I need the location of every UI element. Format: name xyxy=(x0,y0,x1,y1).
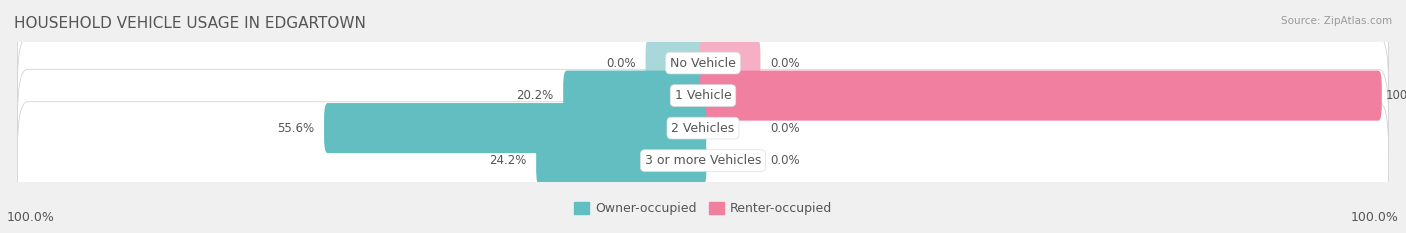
Text: 55.6%: 55.6% xyxy=(277,122,314,135)
Text: Source: ZipAtlas.com: Source: ZipAtlas.com xyxy=(1281,16,1392,26)
Text: 100.0%: 100.0% xyxy=(1385,89,1406,102)
FancyBboxPatch shape xyxy=(17,37,1389,154)
Text: 0.0%: 0.0% xyxy=(770,57,800,70)
FancyBboxPatch shape xyxy=(536,136,706,186)
Text: 0.0%: 0.0% xyxy=(770,122,800,135)
FancyBboxPatch shape xyxy=(645,38,706,88)
FancyBboxPatch shape xyxy=(564,71,706,121)
Text: 1 Vehicle: 1 Vehicle xyxy=(675,89,731,102)
Text: No Vehicle: No Vehicle xyxy=(671,57,735,70)
FancyBboxPatch shape xyxy=(17,102,1389,219)
Text: 100.0%: 100.0% xyxy=(1351,211,1399,224)
Text: 2 Vehicles: 2 Vehicles xyxy=(672,122,734,135)
Legend: Owner-occupied, Renter-occupied: Owner-occupied, Renter-occupied xyxy=(568,197,838,220)
Text: 0.0%: 0.0% xyxy=(606,57,636,70)
Text: 24.2%: 24.2% xyxy=(489,154,526,167)
Text: 3 or more Vehicles: 3 or more Vehicles xyxy=(645,154,761,167)
FancyBboxPatch shape xyxy=(700,71,1382,121)
Text: HOUSEHOLD VEHICLE USAGE IN EDGARTOWN: HOUSEHOLD VEHICLE USAGE IN EDGARTOWN xyxy=(14,16,366,31)
FancyBboxPatch shape xyxy=(17,4,1389,122)
Text: 100.0%: 100.0% xyxy=(7,211,55,224)
FancyBboxPatch shape xyxy=(323,103,706,153)
FancyBboxPatch shape xyxy=(700,38,761,88)
Text: 0.0%: 0.0% xyxy=(770,154,800,167)
Text: 20.2%: 20.2% xyxy=(516,89,553,102)
FancyBboxPatch shape xyxy=(17,69,1389,187)
